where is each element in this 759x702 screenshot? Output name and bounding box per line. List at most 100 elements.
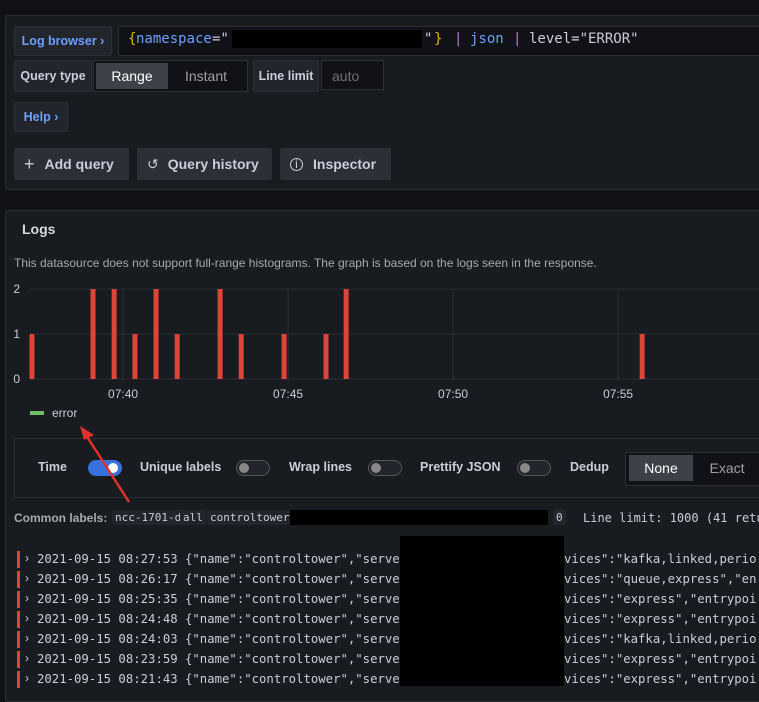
bar	[343, 289, 349, 379]
common-labels-label: Common labels:	[14, 511, 108, 525]
toggle-knob	[239, 463, 249, 473]
row-level-bar	[17, 611, 20, 628]
bar	[639, 334, 645, 379]
option-label: Unique labels	[140, 460, 222, 474]
help-text[interactable]: Help	[23, 110, 51, 124]
line-limit-text: Line limit: 1000 (41 returne	[583, 511, 759, 525]
line-limit-info: Line limit: 1000 (41 returne	[583, 511, 759, 525]
query-part: "	[424, 31, 433, 47]
query-part: json	[470, 31, 504, 47]
row-message: {"name":"controltower","server	[185, 652, 408, 666]
row-time: 2021-09-15 08:27:53	[37, 552, 178, 566]
row-time: 2021-09-15 08:21:43	[37, 672, 178, 686]
redaction	[232, 30, 422, 48]
row-level-bar	[17, 591, 20, 608]
toggle-knob	[371, 463, 381, 473]
bar	[281, 334, 287, 379]
row-time: 2021-09-15 08:23:59	[37, 652, 178, 666]
row-time: 2021-09-15 08:25:35	[37, 592, 178, 606]
query-type-label: Query type	[14, 60, 92, 92]
row-time: 2021-09-15 08:26:17	[37, 572, 178, 586]
radio-option[interactable]: None	[629, 455, 693, 481]
x-tick-label: 07:40	[108, 387, 138, 401]
query-history-button[interactable]: ↺ Query history	[137, 148, 272, 180]
help-button[interactable]: Help ›	[14, 102, 68, 132]
row-level-bar	[17, 651, 20, 668]
query-part: |	[454, 31, 463, 47]
toggle-knob	[108, 463, 118, 473]
query-part: level="ERROR"	[529, 31, 639, 47]
y-tick-label: 2	[13, 282, 20, 296]
bar	[238, 334, 244, 379]
redaction	[400, 536, 564, 686]
query-field[interactable]	[118, 26, 759, 56]
button-text[interactable]: Add query	[44, 156, 114, 172]
row-message: {"name":"controltower","server	[185, 572, 408, 586]
x-tick-label: 07:50	[438, 387, 468, 401]
options-bar	[14, 438, 759, 498]
row-level-bar	[17, 631, 20, 648]
toggle[interactable]	[88, 460, 122, 476]
row-message: {"name":"controltower","server	[185, 592, 408, 606]
log-browser-button[interactable]: Log browser ›	[14, 26, 112, 56]
label-chip: all	[180, 510, 206, 525]
query-part: |	[513, 31, 522, 47]
button-text[interactable]: Inspector	[313, 156, 377, 172]
radio-option[interactable]: Instant	[184, 68, 228, 84]
bar	[323, 334, 329, 379]
label-chip: 0	[553, 510, 566, 525]
row-message: vices":"express","entrypoi	[564, 672, 757, 686]
option-label: Wrap lines	[289, 460, 352, 474]
bar	[132, 334, 138, 379]
query-part: }	[434, 31, 443, 47]
radio-option[interactable]: Exact	[709, 460, 745, 476]
query-part: {	[128, 31, 137, 47]
inspector-button[interactable]: i Inspector	[280, 148, 391, 180]
row-chevron: ›	[25, 551, 29, 565]
legend-label: error	[52, 406, 77, 420]
line-limit-input[interactable]: auto	[321, 60, 384, 90]
row-level-bar	[17, 671, 20, 688]
histogram: 0 1 2 07:40 07:45 07:50 07:55 error	[13, 282, 759, 420]
toggle[interactable]	[236, 460, 270, 476]
row-level-bar	[17, 571, 20, 588]
row-chevron: ›	[25, 671, 29, 685]
x-tick-label: 07:45	[273, 387, 303, 401]
dedup-label: Dedup	[570, 460, 609, 474]
bar	[90, 289, 96, 379]
row-message: vices":"queue,express","en	[564, 572, 757, 586]
row-time: 2021-09-15 08:24:03	[37, 632, 178, 646]
toggle-knob	[520, 463, 530, 473]
row-message: vices":"express","entrypoi	[564, 612, 757, 626]
row-message: vices":"kafka,linked,perio	[564, 632, 757, 646]
add-query-button[interactable]: + Add query	[14, 148, 129, 180]
button-text[interactable]: Query history	[167, 156, 259, 172]
x-tick-label: 07:55	[603, 387, 633, 401]
annotation-arrow	[80, 426, 131, 503]
bar	[174, 334, 180, 379]
y-tick-label: 0	[13, 372, 20, 386]
row-message: vices":"express","entrypoi	[564, 592, 757, 606]
log-browser-text[interactable]: Log browser	[21, 34, 97, 48]
bar	[153, 289, 159, 379]
row-level-bar	[17, 551, 20, 568]
toggle[interactable]	[517, 460, 551, 476]
bar	[29, 334, 35, 379]
option-label: Time	[38, 460, 67, 474]
line-limit-label: Line limit	[253, 60, 319, 92]
radio-option[interactable]: Range	[96, 63, 168, 89]
row-chevron: ›	[25, 631, 29, 645]
redaction	[290, 510, 548, 525]
y-tick-label: 1	[13, 327, 20, 341]
toggle[interactable]	[368, 460, 402, 476]
panel-title: Logs	[22, 221, 56, 237]
bar	[217, 289, 223, 379]
row-chevron: ›	[25, 571, 29, 585]
bar	[111, 289, 117, 379]
label-chip: ncc-1701-d	[112, 510, 185, 525]
row-chevron: ›	[25, 651, 29, 665]
row-time: 2021-09-15 08:24:48	[37, 612, 178, 626]
info-text: This datasource does not support full-ra…	[14, 256, 597, 270]
row-message: vices":"express","entrypoi	[564, 652, 757, 666]
